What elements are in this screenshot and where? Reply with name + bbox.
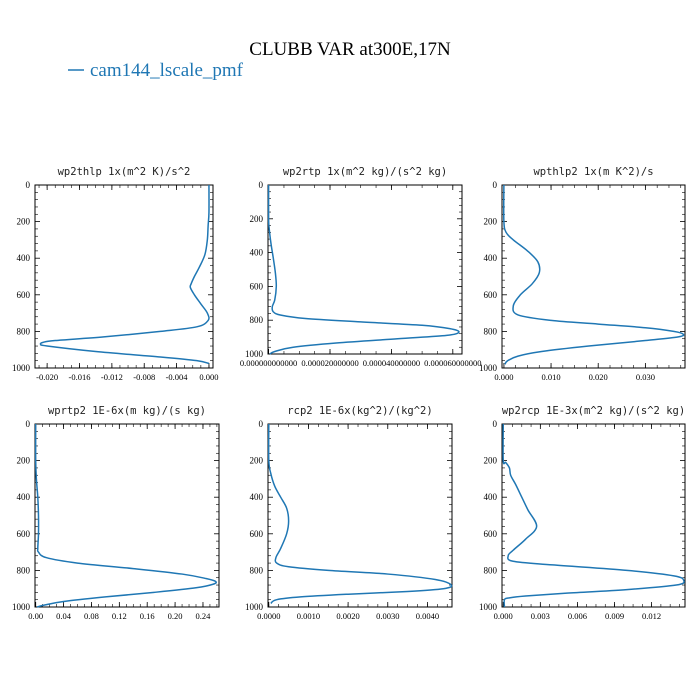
y-tick-label: 600 [484,290,498,300]
y-tick-label: 400 [17,253,31,263]
chart-title: wpthlp2 1x(m K^2)/s [533,166,653,178]
chart-panel-6: wp2rcp 1E-3x(m^2 kg)/(s^2 kg) 0 200 400 600 8… [479,405,686,621]
y-tick-label: 1000 [12,602,31,612]
x-tick-label: 0.003 [531,611,550,621]
y-tick-label: 800 [484,565,498,575]
x-tick-label: 0.04 [56,611,72,621]
y-tick-label: 400 [484,253,498,263]
y-tick-label: 1000 [479,363,498,373]
x-tick-label: 0.20 [168,611,183,621]
series-line [34,423,217,608]
x-tick-label: -0.004 [166,372,189,382]
x-tick-label: -0.016 [69,372,91,382]
x-tick-label: 0.0030 [376,611,399,621]
y-tick-label: 1000 [479,602,498,612]
x-tick-label: 0.000 [494,372,513,382]
x-tick-label: 0.020 [589,372,608,382]
y-tick-label: 0 [259,180,264,190]
y-tick-label: 0 [493,180,498,190]
y-tick-label: 600 [17,290,31,300]
plot-frame [34,423,220,608]
y-tick-label: 800 [17,565,31,575]
y-tick-label: 0 [259,419,264,429]
chart-title: rcp2 1E-6x(kg^2)/(kg^2) [287,405,432,417]
x-tick-label: 0.030 [636,372,655,382]
x-tick-label: 0.24 [196,611,212,621]
x-tick-label: 0.000000000000 [240,358,297,368]
plot-frame [267,423,453,608]
chart-panel-4: wprtp2 1E-6x(m kg)/(s kg) 0 200 400 600 800 10… [12,405,220,621]
chart-panel-3: wpthlp2 1x(m K^2)/s 0 200 400 600 800 10000.00… [479,166,686,382]
x-tick-label: -0.020 [36,372,58,382]
plot-frame [501,423,686,608]
x-tick-label: 0.006 [568,611,587,621]
figure-title: CLUBB VAR at300E,17N [249,39,451,60]
y-tick-label: 200 [484,217,498,227]
x-tick-label: 0.0010 [297,611,320,621]
x-tick-label: 0.0040 [416,611,439,621]
chart-title: wp2rtp 1x(m^2 kg)/(s^2 kg) [283,166,447,178]
y-tick-label: 200 [17,217,31,227]
x-tick-label: 0.012 [642,611,661,621]
y-tick-label: 600 [484,529,498,539]
chart-panel-2: wp2rtp 1x(m^2 kg)/(s^2 kg) 0 200 400 600 800 1… [240,166,482,368]
x-tick-label: 0.000060000000 [424,358,481,368]
y-tick-label: 200 [250,214,264,224]
y-tick-label: 200 [484,456,498,466]
x-tick-label: 0.08 [84,611,99,621]
y-tick-label: 600 [250,529,264,539]
x-tick-label: 0.16 [140,611,155,621]
legend: cam144_lscale_pmf [68,60,244,81]
x-tick-label: -0.008 [133,372,155,382]
series-line [39,184,210,365]
chart-title: wp2thlp 1x(m^2 K)/s^2 [58,166,191,178]
chart-panel-1: wp2thlp 1x(m^2 K)/s^2 0 200 400 600 800 1000 -0… [12,166,219,382]
y-tick-label: 800 [484,326,498,336]
plot-frame [267,184,463,355]
y-tick-label: 800 [17,326,31,336]
x-tick-label: 0.000 [494,611,513,621]
legend-label: cam144_lscale_pmf [90,60,244,81]
y-tick-label: 400 [250,492,264,502]
y-tick-label: 0 [26,419,31,429]
x-tick-label: 0.010 [541,372,560,382]
y-tick-label: 200 [17,456,31,466]
y-tick-label: 200 [250,456,264,466]
plot-frame [34,184,214,369]
chart-title: wprtp2 1E-6x(m kg)/(s kg) [48,405,206,417]
x-tick-label: -0.012 [101,372,123,382]
chart-title: wp2rcp 1E-3x(m^2 kg)/(s^2 kg) [502,405,685,417]
x-tick-label: 0.0020 [336,611,359,621]
y-tick-label: 800 [250,315,264,325]
y-tick-label: 400 [250,248,264,258]
series-line [502,184,685,365]
chart-panels: wp2thlp 1x(m^2 K)/s^2 0 200 400 600 800 1000 -0… [12,166,686,621]
x-tick-label: 0.009 [605,611,624,621]
series-line [502,423,685,608]
x-tick-label: 0.12 [112,611,127,621]
x-tick-label: 0.0000 [257,611,280,621]
plot-frame [501,184,686,369]
y-tick-label: 600 [17,529,31,539]
y-tick-label: 1000 [245,349,264,359]
x-tick-label: 0.000020000000 [301,358,358,368]
y-tick-label: 400 [17,492,31,502]
series-line [267,423,453,604]
y-tick-label: 0 [26,180,31,190]
x-tick-label: 0.00 [28,611,43,621]
y-tick-label: 800 [250,565,264,575]
y-tick-label: 600 [250,281,264,291]
y-tick-label: 1000 [12,363,31,373]
x-tick-label: 0.000040000000 [363,358,420,368]
chart-panel-5: rcp2 1E-6x(kg^2)/(kg^2) 0 200 400 600 800 1000… [245,405,453,621]
x-tick-label: 0.000 [199,372,218,382]
series-line [267,184,460,355]
y-tick-label: 400 [484,492,498,502]
y-tick-label: 0 [493,419,498,429]
y-tick-label: 1000 [245,602,264,612]
